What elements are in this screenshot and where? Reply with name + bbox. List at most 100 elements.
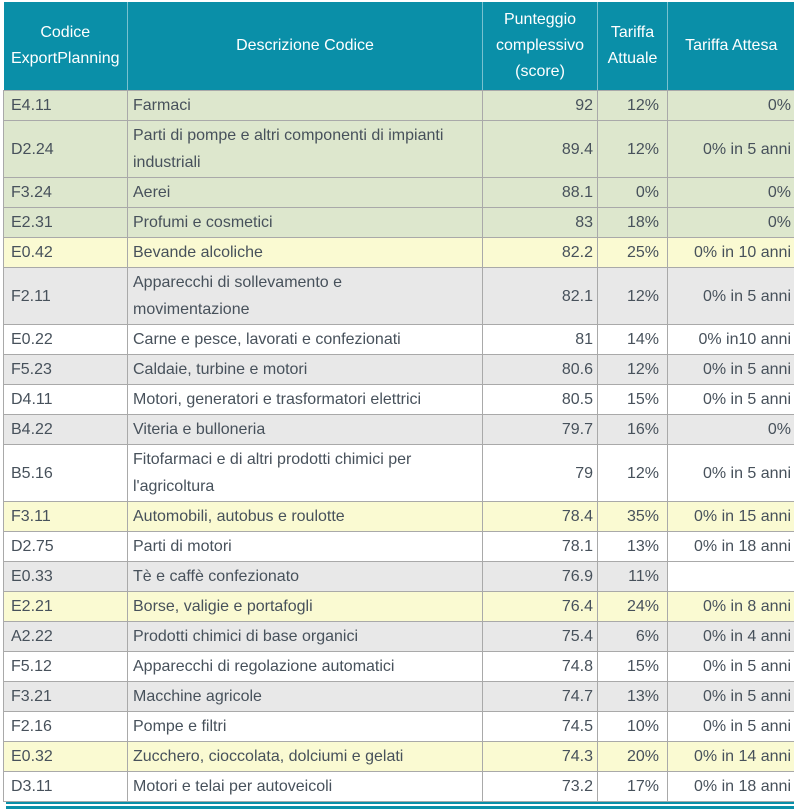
cell-tariffa-attuale: 12% [598,355,668,385]
cell-description: Farmaci [128,91,483,121]
cell-tariffa-attesa: 0% in 5 anni [668,682,794,712]
cell-tariffa-attesa [668,562,794,592]
cell-tariffa-attesa: 0% in10 anni [668,325,794,355]
cell-score: 73.2 [483,772,598,802]
cell-code: F5.23 [4,355,128,385]
cell-score: 74.7 [483,682,598,712]
cell-tariffa-attesa: 0% in 5 anni [668,268,794,325]
cell-score: 83 [483,208,598,238]
header-codice: Codice ExportPlanning [4,2,128,91]
cell-code: D2.75 [4,532,128,562]
cell-description: Prodotti chimici di base organici [128,622,483,652]
header-descrizione: Descrizione Codice [128,2,483,91]
cell-code: E0.33 [4,562,128,592]
cell-tariffa-attuale: 6% [598,622,668,652]
cell-score: 89.4 [483,121,598,178]
cell-score: 79.7 [483,415,598,445]
cell-tariffa-attuale: 12% [598,268,668,325]
cell-tariffa-attesa: 0% in 5 anni [668,445,794,502]
cell-description: Apparecchi di regolazione automatici [128,652,483,682]
cell-tariffa-attesa: 0% [668,91,794,121]
cell-score: 88.1 [483,178,598,208]
cell-tariffa-attuale: 35% [598,502,668,532]
cell-tariffa-attesa: 0% in 5 anni [668,712,794,742]
cell-code: B4.22 [4,415,128,445]
cell-description: Borse, valigie e portafogli [128,592,483,622]
cell-code: E2.21 [4,592,128,622]
cell-description: Caldaie, turbine e motori [128,355,483,385]
cell-tariffa-attuale: 10% [598,712,668,742]
header-row: Codice ExportPlanning Descrizione Codice… [4,2,794,91]
cell-tariffa-attuale: 16% [598,415,668,445]
cell-description: Parti di motori [128,532,483,562]
cell-code: F3.11 [4,502,128,532]
cell-score: 82.2 [483,238,598,268]
cell-description: Aerei [128,178,483,208]
cell-code: D2.24 [4,121,128,178]
cell-tariffa-attuale: 13% [598,532,668,562]
cell-description: Automobili, autobus e roulotte [128,502,483,532]
header-punteggio: Punteggio complessivo (score) [483,2,598,91]
header-tariffa-attuale: Tariffa Attuale [598,2,668,91]
cell-tariffa-attuale: 12% [598,91,668,121]
cell-code: F3.21 [4,682,128,712]
cell-tariffa-attuale: 12% [598,445,668,502]
cell-score: 81 [483,325,598,355]
cell-description: Profumi e cosmetici [128,208,483,238]
cell-description: Apparecchi di sollevamento e movimentazi… [128,268,483,325]
cell-tariffa-attuale: 11% [598,562,668,592]
cell-score: 76.4 [483,592,598,622]
cell-code: D3.11 [4,772,128,802]
export-planning-table: Codice ExportPlanning Descrizione Codice… [3,2,794,802]
cell-score: 80.6 [483,355,598,385]
cell-tariffa-attuale: 25% [598,238,668,268]
cell-tariffa-attuale: 14% [598,325,668,355]
cell-score: 75.4 [483,622,598,652]
cell-code: F5.12 [4,652,128,682]
cell-code: D4.11 [4,385,128,415]
cell-description: Zucchero, cioccolata, dolciumi e gelati [128,742,483,772]
cell-score: 74.8 [483,652,598,682]
cell-code: E0.42 [4,238,128,268]
cell-tariffa-attesa: 0% in 14 anni [668,742,794,772]
cell-tariffa-attuale: 20% [598,742,668,772]
cell-score: 78.4 [483,502,598,532]
cell-score: 92 [483,91,598,121]
cell-description: Viteria e bulloneria [128,415,483,445]
cell-tariffa-attesa: 0% [668,178,794,208]
cell-description: Bevande alcoliche [128,238,483,268]
cell-tariffa-attesa: 0% in 4 anni [668,622,794,652]
cell-tariffa-attesa: 0% in 5 anni [668,121,794,178]
cell-tariffa-attuale: 0% [598,178,668,208]
cell-score: 78.1 [483,532,598,562]
cell-tariffa-attesa: 0% in 5 anni [668,355,794,385]
cell-code: E4.11 [4,91,128,121]
cell-tariffa-attuale: 15% [598,652,668,682]
table-header: Codice ExportPlanning Descrizione Codice… [4,2,794,91]
cell-tariffa-attesa: 0% [668,208,794,238]
cell-score: 74.5 [483,712,598,742]
cell-tariffa-attesa: 0% in 15 anni [668,502,794,532]
cell-score: 79 [483,445,598,502]
cell-code: B5.16 [4,445,128,502]
cell-tariffa-attesa: 0% in 18 anni [668,532,794,562]
cell-score: 80.5 [483,385,598,415]
cell-description: Parti di pompe e altri componenti di imp… [128,121,483,178]
